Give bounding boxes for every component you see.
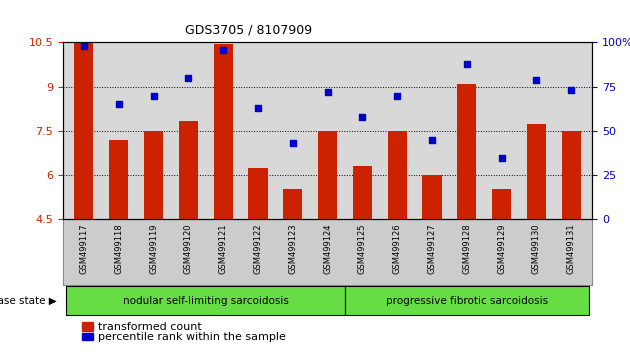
- Point: [149, 93, 159, 98]
- Point: [253, 105, 263, 111]
- Point: [357, 114, 367, 120]
- Text: GSM499130: GSM499130: [532, 223, 541, 274]
- Text: disease state ▶: disease state ▶: [0, 296, 57, 306]
- Point: [218, 47, 228, 52]
- Text: GSM499122: GSM499122: [253, 223, 263, 274]
- Text: progressive fibrotic sarcoidosis: progressive fibrotic sarcoidosis: [386, 296, 548, 306]
- Text: GSM499123: GSM499123: [289, 223, 297, 274]
- Point: [496, 155, 507, 160]
- Text: GSM499121: GSM499121: [219, 223, 227, 274]
- Title: GDS3705 / 8107909: GDS3705 / 8107909: [185, 23, 312, 36]
- Bar: [248, 168, 268, 219]
- Bar: [353, 166, 372, 219]
- Bar: [74, 42, 93, 219]
- Text: GSM499120: GSM499120: [184, 223, 193, 274]
- Point: [462, 61, 472, 67]
- Text: GSM499127: GSM499127: [428, 223, 437, 274]
- Text: GSM499119: GSM499119: [149, 223, 158, 274]
- Point: [532, 77, 542, 82]
- Text: nodular self-limiting sarcoidosis: nodular self-limiting sarcoidosis: [123, 296, 289, 306]
- Bar: [492, 188, 512, 219]
- Point: [113, 102, 123, 107]
- Text: GSM499129: GSM499129: [497, 223, 506, 274]
- Bar: [562, 131, 581, 219]
- Point: [566, 87, 576, 93]
- Text: GSM499117: GSM499117: [79, 223, 88, 274]
- Point: [323, 89, 333, 95]
- Text: GSM499124: GSM499124: [323, 223, 332, 274]
- Text: GSM499131: GSM499131: [567, 223, 576, 274]
- Point: [288, 141, 298, 146]
- Bar: [387, 131, 407, 219]
- Text: GSM499118: GSM499118: [114, 223, 123, 274]
- Point: [79, 43, 89, 49]
- Bar: [144, 131, 163, 219]
- Point: [183, 75, 193, 81]
- Bar: [423, 175, 442, 219]
- Text: GSM499125: GSM499125: [358, 223, 367, 274]
- Point: [392, 93, 403, 98]
- Bar: [527, 124, 546, 219]
- Bar: [284, 188, 302, 219]
- Text: transformed count: transformed count: [98, 322, 202, 332]
- Bar: [318, 131, 337, 219]
- Bar: [179, 121, 198, 219]
- Bar: [109, 140, 129, 219]
- Bar: [457, 84, 476, 219]
- Text: GSM499128: GSM499128: [462, 223, 471, 274]
- Text: percentile rank within the sample: percentile rank within the sample: [98, 332, 285, 342]
- Bar: [214, 44, 232, 219]
- Point: [427, 137, 437, 143]
- Text: GSM499126: GSM499126: [392, 223, 402, 274]
